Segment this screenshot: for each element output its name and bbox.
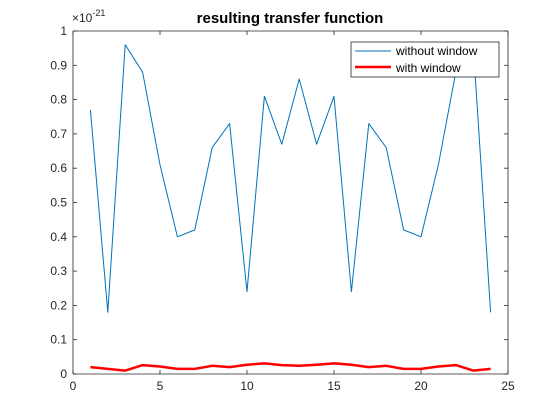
y-tick-label: 0.9: [50, 58, 67, 72]
legend-box: [350, 41, 500, 78]
y-tick-label: 0.8: [50, 93, 67, 107]
chart-title: resulting transfer function: [197, 10, 384, 27]
y-tick-label: 0.1: [50, 333, 67, 347]
series-layer: [89, 44, 492, 372]
series-line-without-window: [89, 44, 492, 313]
y-multiplier-exponent: -21: [92, 8, 105, 18]
x-tick-label: 0: [70, 379, 77, 393]
plot-area: [73, 31, 508, 374]
legend-label-with-window: with window: [395, 61, 461, 75]
y-multiplier-label: ×10-21: [72, 8, 105, 25]
x-tick-label: 10: [240, 379, 254, 393]
y-tick-label: 0.4: [50, 230, 67, 244]
y-multiplier-base: ×10: [72, 11, 93, 25]
axes-layer: 0 5 10 15 20 25 0 0.1 0.2 0.3 0.4 0.5 0.6 0.7 0.8 0.9 1: [50, 24, 515, 393]
y-tick-label: 1: [60, 24, 67, 38]
y-tick-label: 0.5: [50, 196, 67, 210]
x-tick-label: 20: [414, 379, 428, 393]
legend: without window with window: [350, 41, 500, 78]
legend-label-without-window: without window: [395, 44, 478, 58]
y-tick-label: 0.3: [50, 264, 67, 278]
y-tick-label: 0.7: [50, 127, 67, 141]
y-tick-label: 0: [60, 367, 67, 381]
y-tick-label: 0.2: [50, 298, 67, 312]
x-tick-label: 15: [327, 379, 341, 393]
x-tick-label: 25: [501, 379, 515, 393]
x-tick-label: 5: [157, 379, 164, 393]
series-line-with-window: [90, 362, 491, 372]
y-tick-label: 0.6: [50, 161, 67, 175]
